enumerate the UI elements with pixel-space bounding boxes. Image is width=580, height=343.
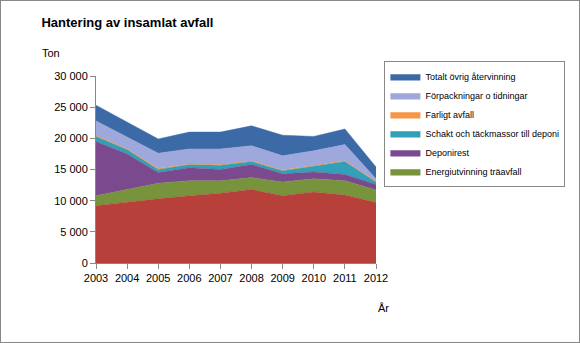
svg-text:15 000: 15 000 — [54, 163, 88, 175]
svg-text:Energiutvinning träavfall: Energiutvinning träavfall — [425, 167, 521, 177]
svg-text:5 000: 5 000 — [60, 226, 88, 238]
svg-text:Totalt övrig återvinning: Totalt övrig återvinning — [425, 72, 515, 82]
svg-text:2011: 2011 — [333, 272, 357, 284]
svg-text:10 000: 10 000 — [54, 195, 88, 207]
svg-text:Förpackningar o tidningar: Förpackningar o tidningar — [425, 91, 527, 101]
svg-text:Hantering av insamlat avfall: Hantering av insamlat avfall — [41, 15, 213, 30]
svg-text:30 000: 30 000 — [54, 70, 88, 82]
svg-text:2006: 2006 — [177, 272, 201, 284]
svg-text:2003: 2003 — [84, 272, 108, 284]
svg-text:2012: 2012 — [364, 272, 388, 284]
svg-text:20 000: 20 000 — [54, 132, 88, 144]
svg-text:2010: 2010 — [302, 272, 326, 284]
svg-text:Farligt avfall: Farligt avfall — [425, 110, 474, 120]
svg-text:2005: 2005 — [146, 272, 170, 284]
svg-text:2009: 2009 — [270, 272, 294, 284]
svg-text:Schakt och täckmassor till dep: Schakt och täckmassor till deponi — [425, 129, 559, 139]
svg-text:25 000: 25 000 — [54, 101, 88, 113]
svg-text:2007: 2007 — [208, 272, 232, 284]
svg-text:Deponirest: Deponirest — [425, 148, 469, 158]
svg-text:0: 0 — [82, 257, 88, 269]
svg-text:Ton: Ton — [42, 47, 60, 59]
svg-text:2008: 2008 — [239, 272, 263, 284]
svg-text:År: År — [378, 302, 389, 314]
svg-text:2004: 2004 — [115, 272, 139, 284]
